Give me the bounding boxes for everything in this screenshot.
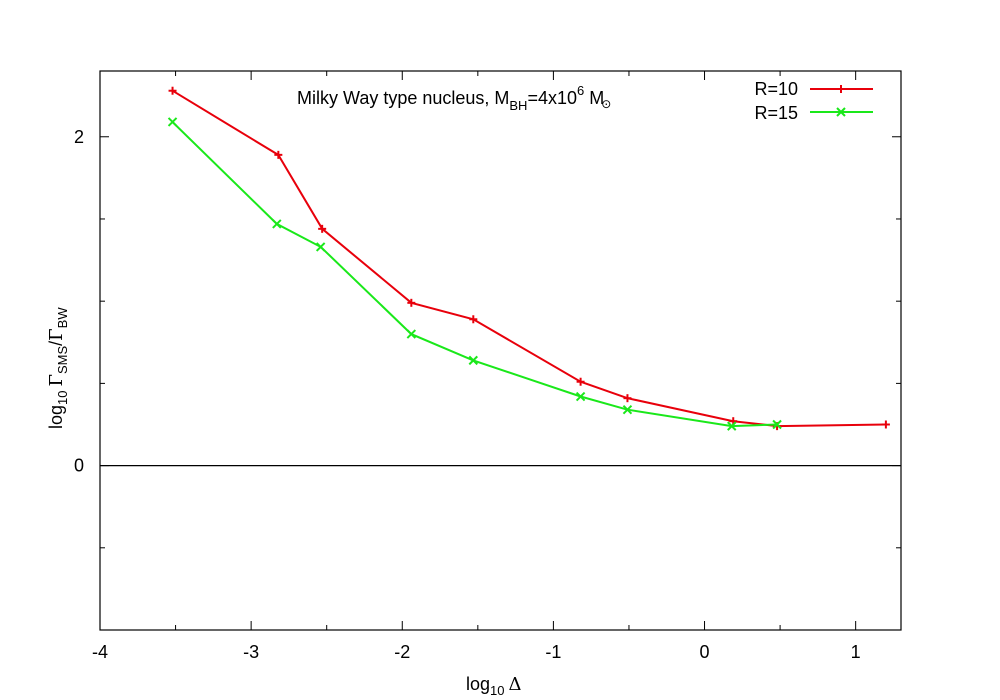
chart-title: Milky Way type nucleus, MBH=4x106 M⊙ [297,83,611,113]
legend-label-r10: R=10 [754,79,798,99]
legend-marker-r10 [837,85,845,93]
tick-marks [99,71,901,630]
y-tick-labels: 02 [74,127,84,476]
data-point [167,117,178,127]
y-tick-label: 2 [74,127,84,147]
data-point [575,391,586,402]
y-axis-label: log10ΓSMS/ΓBW [46,307,70,429]
legend-label-r15: R=15 [754,103,798,123]
x-tick-label: 0 [700,642,710,662]
x-tick-label: -2 [394,642,410,662]
data-point [727,421,737,431]
x-tick-label: -1 [545,642,561,662]
legend: R=10 R=15 [754,79,873,123]
data-point [272,219,282,229]
x-tick-label: -4 [92,642,108,662]
data-point [772,419,782,430]
x-tick-label: -3 [243,642,259,662]
series-line-r10 [171,89,886,428]
x-tick-label: 1 [851,642,861,662]
legend-marker [836,107,846,117]
series-line-r15 [171,121,778,428]
data-point [622,404,633,415]
data-point [468,355,479,366]
series-layer [167,86,890,431]
plot-frame [99,70,902,631]
data-point [406,329,417,339]
data-point [315,242,326,252]
y-tick-label: 0 [74,456,84,476]
x-axis-label: log10 Δ [466,674,522,698]
x-tick-labels: -4 -3 -2 -1 0 1 [92,642,861,662]
legend-marker-r15 [836,107,846,117]
